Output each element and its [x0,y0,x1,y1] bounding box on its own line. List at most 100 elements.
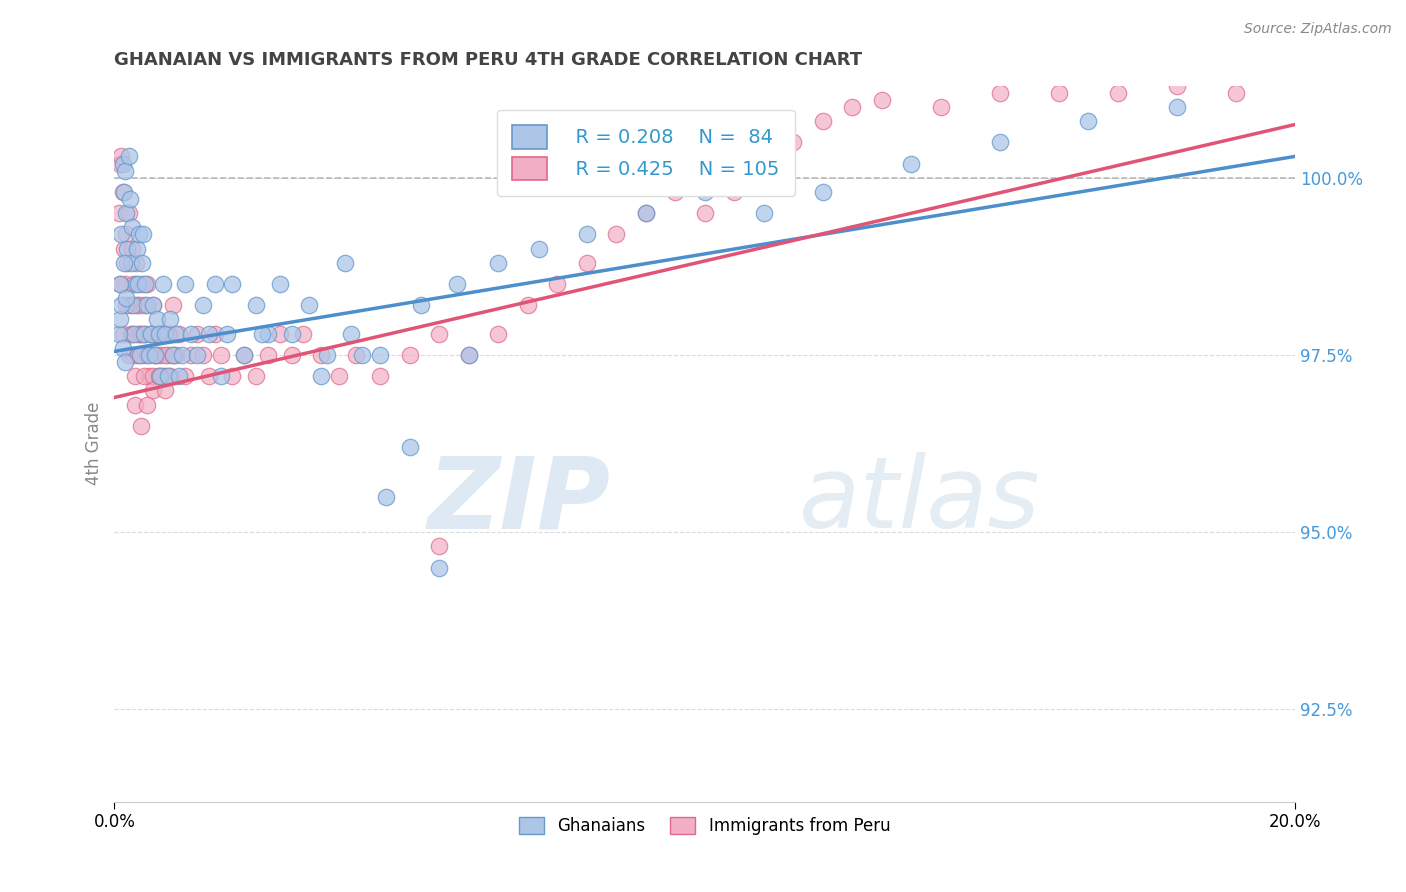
Point [180,326,202,341]
Point [127,277,149,291]
Point [929,100,952,114]
Point [121,220,143,235]
Point [146,312,169,326]
Point [114,277,136,291]
Point [112,185,135,199]
Point [129,348,152,362]
Point [1166,100,1188,114]
Point [110,149,132,163]
Point [693,185,716,199]
Point [486,326,509,341]
Point [153,326,176,341]
Point [221,369,243,384]
Point [257,326,280,341]
Point [159,326,181,341]
Point [752,156,775,170]
Point [159,369,181,384]
Text: ZIP: ZIP [427,452,610,549]
Point [142,298,165,312]
Point [368,369,391,384]
Point [988,86,1011,100]
Point [129,326,152,341]
Point [165,348,187,362]
Point [132,227,155,242]
Point [115,227,138,242]
Point [124,277,146,291]
Text: atlas: atlas [799,452,1040,549]
Point [153,369,176,384]
Text: Source: ZipAtlas.com: Source: ZipAtlas.com [1244,22,1392,37]
Point [575,227,598,242]
Text: GHANAIAN VS IMMIGRANTS FROM PERU 4TH GRADE CORRELATION CHART: GHANAIAN VS IMMIGRANTS FROM PERU 4TH GRA… [114,51,862,69]
Point [298,298,321,312]
Point [156,348,179,362]
Y-axis label: 4th Grade: 4th Grade [86,402,103,485]
Point [124,348,146,362]
Point [139,326,162,341]
Point [398,440,420,454]
Point [122,277,145,291]
Point [752,206,775,220]
Point [457,348,479,362]
Point [191,298,214,312]
Point [131,277,153,291]
Point [162,348,184,362]
Point [135,348,157,362]
Point [1047,86,1070,100]
Point [309,348,332,362]
Point [132,298,155,312]
Point [204,277,226,291]
Point [117,206,139,220]
Point [108,206,131,220]
Point [110,312,132,326]
Point [156,326,179,341]
Point [339,326,361,341]
Point [132,369,155,384]
Legend: Ghanaians, Immigrants from Peru: Ghanaians, Immigrants from Peru [510,808,898,843]
Point [120,326,142,341]
Point [269,277,291,291]
Point [135,298,157,312]
Point [427,326,450,341]
Point [159,312,181,326]
Point [209,369,232,384]
Point [128,227,150,242]
Point [209,348,232,362]
Point [124,326,146,341]
Point [143,348,166,362]
Point [149,369,172,384]
Point [122,298,145,312]
Point [870,93,893,107]
Point [118,192,141,206]
Point [153,384,176,398]
Point [120,256,142,270]
Point [112,242,135,256]
Point [169,326,191,341]
Point [142,298,165,312]
Point [411,298,433,312]
Point [132,348,155,362]
Point [634,206,657,220]
Point [146,326,169,341]
Point [352,348,374,362]
Point [131,256,153,270]
Point [186,348,208,362]
Point [333,256,356,270]
Point [328,369,350,384]
Point [112,256,135,270]
Point [152,277,174,291]
Point [280,348,302,362]
Point [129,418,152,433]
Point [124,369,146,384]
Point [152,326,174,341]
Point [111,341,134,355]
Point [143,348,166,362]
Point [114,355,136,369]
Point [128,298,150,312]
Point [156,369,179,384]
Point [529,242,551,256]
Point [124,256,146,270]
Point [117,242,139,256]
Point [135,277,157,291]
Point [316,348,339,362]
